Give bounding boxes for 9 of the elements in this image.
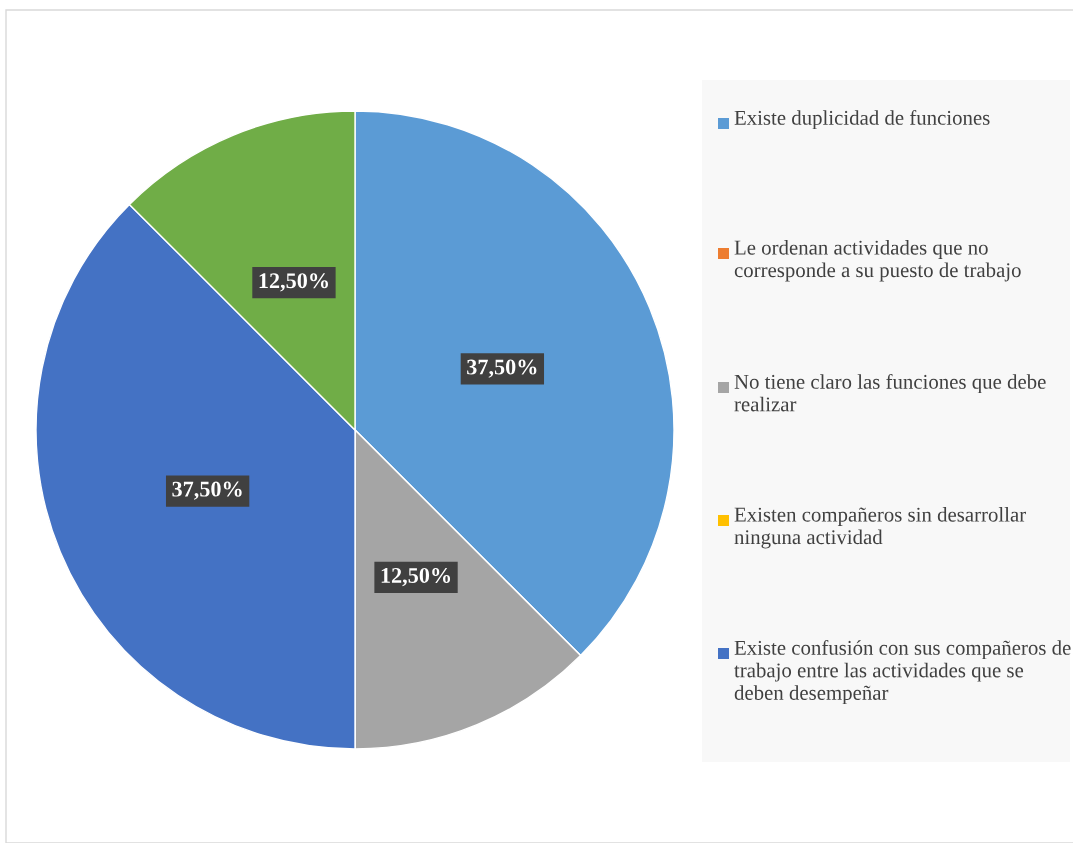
data-label: 12,50%	[381, 567, 451, 587]
legend-label: No tiene claro las funciones que debe realizar	[734, 374, 1046, 412]
legend-label: Existe confusión con sus compañeros de trabajo entre las actividades que se deben desempeñar	[734, 640, 1071, 705]
data-label: 12,50%	[259, 273, 328, 292]
legend-label: Le ordenan actividades que no corresponde a su puesto de trabajo	[734, 240, 1021, 282]
legend-label: Existe duplicidad de funciones	[734, 110, 990, 130]
data-label: 37,50%	[467, 359, 537, 378]
legend-label: Existen compañeros sin desarrollar ninguna actividad	[734, 507, 1026, 549]
data-label: 37,50%	[172, 481, 242, 500]
